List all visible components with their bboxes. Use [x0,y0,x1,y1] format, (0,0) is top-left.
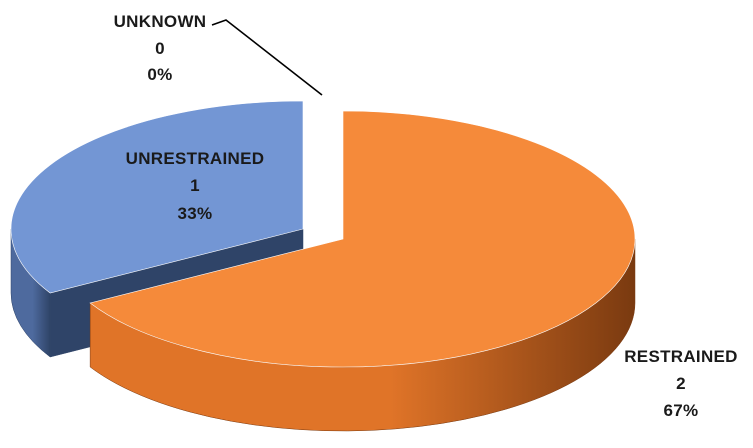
label-restrained-name: RESTRAINED [624,347,738,366]
label-unknown-name: UNKNOWN [114,12,207,31]
slices-layer [10,100,636,432]
label-restrained-count: 2 [676,374,686,393]
leader-line-unknown [211,19,323,96]
label-unknown-percent: 0% [147,65,172,84]
slice-restrained [89,110,636,368]
label-unrestrained-percent: 33% [178,204,213,223]
label-unrestrained-count: 1 [190,176,200,195]
label-restrained-percent: 67% [664,401,699,420]
label-unknown-count: 0 [155,39,165,58]
slice-unrestrained [10,100,304,294]
label-unrestrained-name: UNRESTRAINED [126,149,265,168]
